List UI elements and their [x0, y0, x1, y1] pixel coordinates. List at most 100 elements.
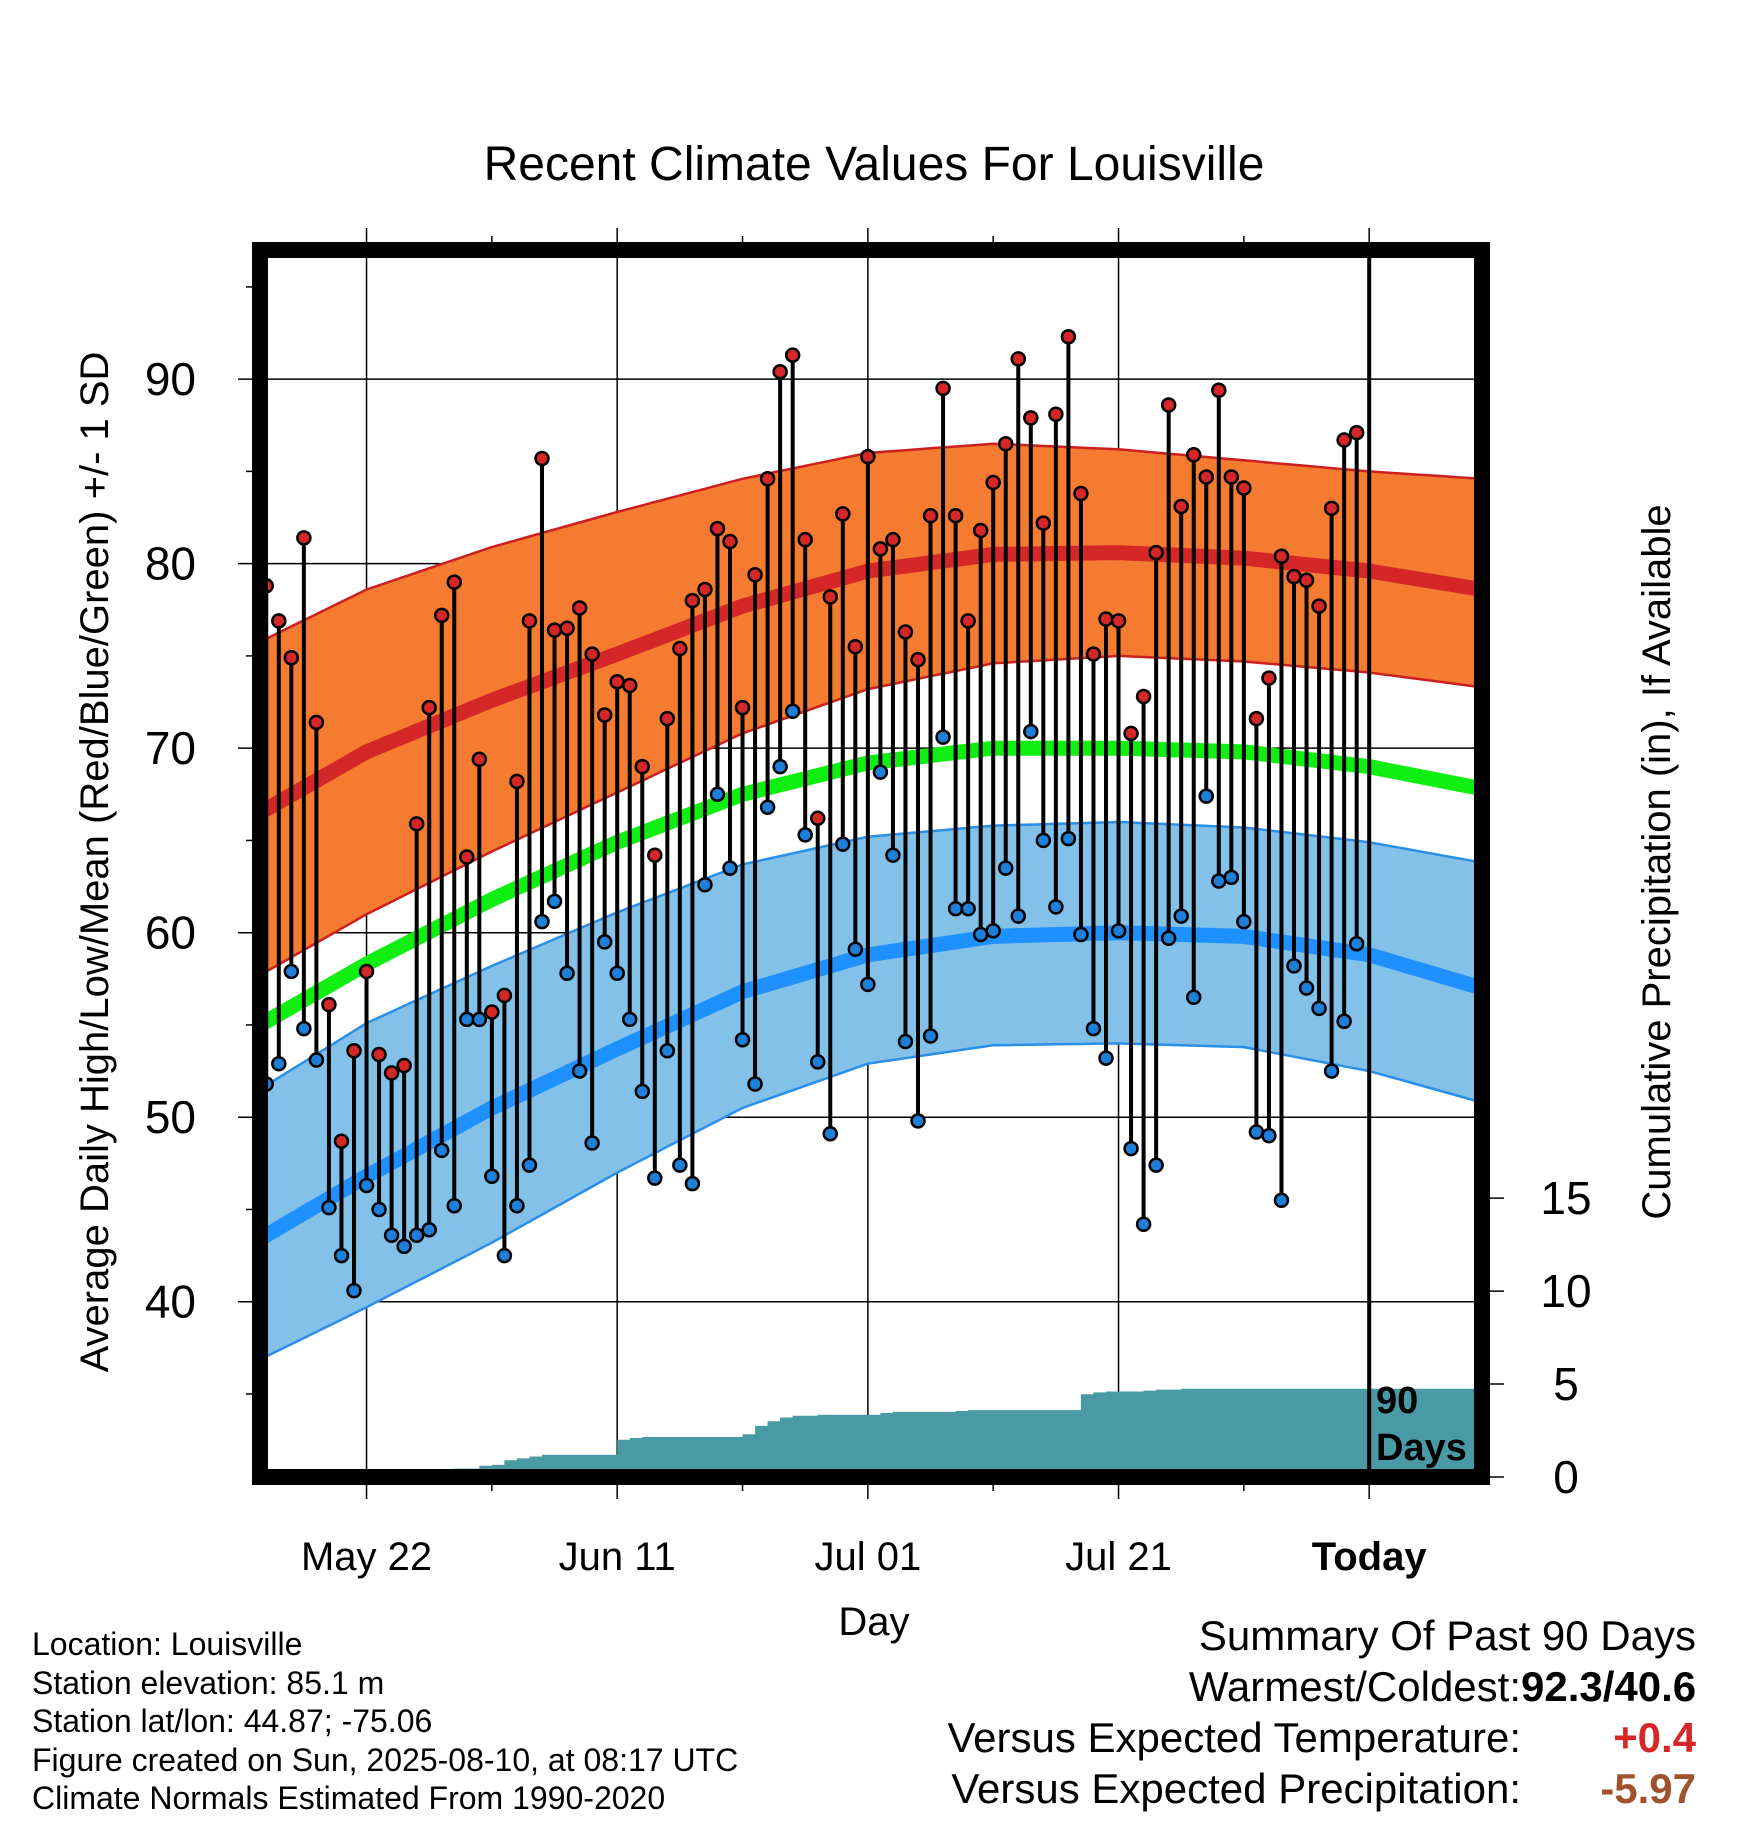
temp-anomaly-value: +0.4 [1613, 1714, 1696, 1761]
summary-panel: Summary Of Past 90 Days Warmest/Coldest:… [947, 1610, 1696, 1814]
daily-high-point [621, 677, 638, 694]
daily-low-point [534, 913, 550, 930]
daily-low-point [383, 1227, 400, 1244]
daily-high-point [433, 607, 450, 624]
daily-low-point [860, 976, 876, 993]
daily-high-point [1135, 688, 1152, 705]
precip-anomaly-row: Versus Expected Precipitation: -5.97 [947, 1763, 1696, 1814]
y-axis-label: Average Daily High/Low/Mean (Red/Blue/Gr… [73, 352, 117, 1373]
daily-high-point [283, 650, 300, 666]
daily-low-point [446, 1198, 463, 1214]
daily-high-point [985, 474, 1001, 491]
daily-high-point [960, 613, 976, 629]
daily-low-point [885, 847, 901, 863]
precip-anomaly-value: -5.97 [1600, 1765, 1696, 1812]
daily-low-point [321, 1199, 337, 1216]
daily-high-point [772, 364, 788, 380]
daily-high-point [1073, 485, 1089, 502]
daily-low-point [1135, 1216, 1152, 1232]
daily-high-point [1035, 515, 1052, 531]
daily-low-point [1098, 1050, 1114, 1066]
daily-high-point [1060, 328, 1077, 345]
daily-high-point [860, 448, 876, 465]
daily-low-point [609, 965, 625, 982]
daily-high-point [1148, 544, 1164, 561]
daily-low-point [1073, 926, 1089, 943]
daily-low-point [647, 1170, 663, 1186]
daily-high-point [459, 849, 475, 865]
warmest-coldest-value: 92.3/40.6 [1521, 1663, 1697, 1710]
daily-low-point [960, 900, 976, 917]
daily-low-point [997, 860, 1014, 876]
daily-high-point [1123, 725, 1139, 742]
daily-low-point [747, 1076, 763, 1092]
daily-high-point [1298, 572, 1315, 589]
daily-low-point [809, 1054, 826, 1070]
daily-high-point [1286, 568, 1302, 585]
x-tick-label: Jul 21 [1065, 1535, 1172, 1579]
daily-high-point [847, 638, 864, 655]
daily-low-point [1085, 1020, 1102, 1037]
daily-high-point [1348, 424, 1365, 441]
daily-high-point [346, 1043, 362, 1059]
temp-anomaly-row: Versus Expected Temperature: +0.4 [947, 1712, 1696, 1763]
daily-low-point [1311, 1000, 1327, 1017]
summary-heading: Summary Of Past 90 Days [1198, 1612, 1696, 1659]
daily-low-point [1198, 788, 1215, 804]
daily-high-point [1010, 351, 1027, 367]
daily-high-point [809, 810, 826, 827]
daily-high-point [521, 613, 538, 629]
daily-high-point [446, 574, 463, 590]
daily-low-point [584, 1135, 600, 1151]
daily-low-point [1261, 1127, 1277, 1144]
daily-low-point [496, 1247, 513, 1264]
daily-low-point [1148, 1157, 1164, 1173]
daily-low-point [972, 926, 989, 943]
daily-high-point [396, 1057, 412, 1074]
daily-low-point [697, 876, 713, 893]
daily-low-point [546, 893, 563, 910]
daily-high-point [408, 816, 425, 832]
normals-text: Climate Normals Estimated From 1990-2020 [32, 1780, 666, 1816]
temp-anomaly-label: Versus Expected Temperature: [947, 1714, 1521, 1761]
warmest-value: 92.3 [1521, 1663, 1603, 1710]
daily-high-point [1273, 548, 1290, 565]
daily-low-point [484, 1168, 500, 1184]
daily-high-point [935, 380, 951, 397]
x-tick-label: Jun 11 [559, 1535, 676, 1579]
daily-low-point [910, 1113, 926, 1129]
daily-high-point [1323, 500, 1340, 517]
daily-high-point [972, 522, 989, 539]
daily-low-point [1160, 930, 1177, 946]
daily-high-point [1211, 382, 1227, 398]
daily-high-point [759, 471, 776, 487]
daily-low-point [559, 965, 575, 982]
today-label-line1: 90 [1376, 1380, 1418, 1422]
daily-high-point [1160, 397, 1177, 413]
daily-high-point [1261, 670, 1277, 686]
daily-high-point [822, 589, 839, 605]
daily-high-point [997, 435, 1014, 452]
daily-low-point [358, 1177, 375, 1194]
daily-high-point [1085, 646, 1102, 662]
daily-high-point [296, 530, 312, 546]
daily-high-point [584, 646, 600, 662]
daily-high-point [634, 758, 651, 775]
daily-high-point [784, 347, 801, 363]
warmest-coldest-row: Warmest/Coldest:92.3/40.6 [947, 1661, 1696, 1712]
daily-high-point [885, 531, 901, 548]
daily-low-point [947, 900, 964, 917]
y2-tick-label: 5 [1553, 1358, 1579, 1410]
daily-high-point [1185, 447, 1202, 463]
daily-low-point [1248, 1124, 1265, 1140]
daily-low-point [308, 1052, 325, 1068]
daily-low-point [459, 1011, 475, 1028]
daily-high-point [534, 450, 550, 467]
y-tick-label: 80 [145, 538, 196, 590]
daily-low-point [985, 923, 1001, 939]
high-sd-band [260, 443, 1482, 976]
plot-frame [252, 242, 1490, 1485]
elevation-text: Station elevation: 85.1 m [32, 1664, 385, 1701]
daily-high-point [897, 624, 914, 640]
daily-low-point [346, 1282, 362, 1299]
